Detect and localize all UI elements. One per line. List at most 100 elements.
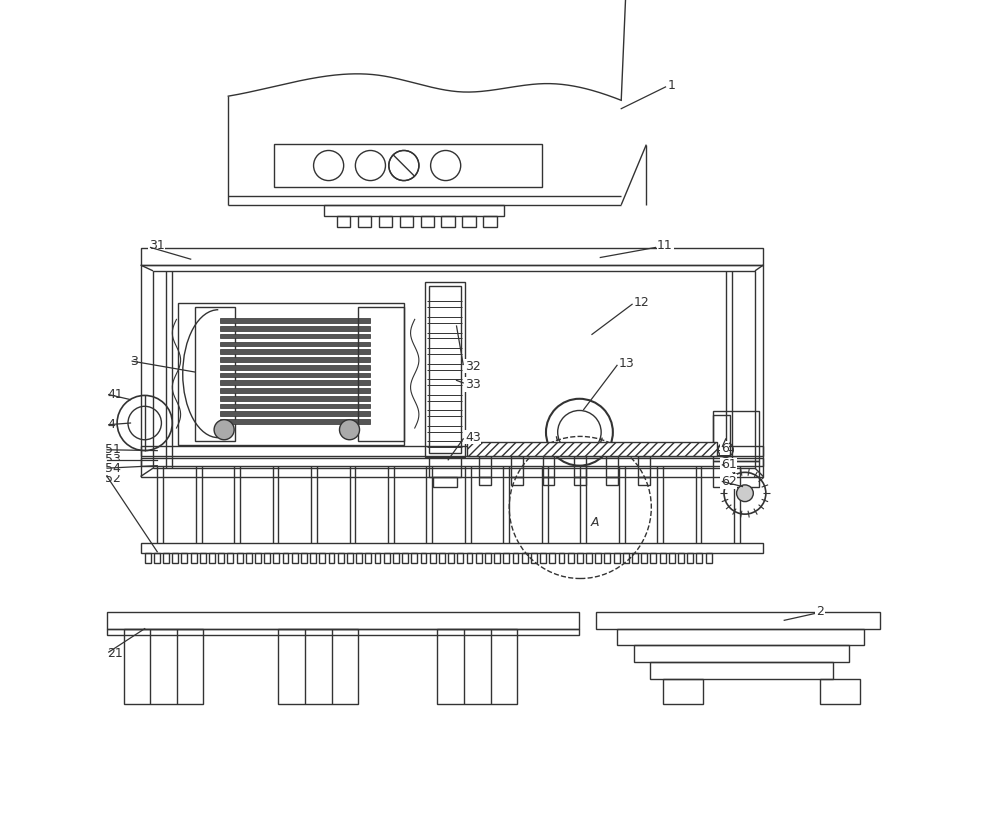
Bar [543, 456, 554, 477]
Bar [393, 553, 399, 563]
Bar [437, 629, 517, 704]
Text: 32: 32 [465, 359, 481, 373]
Circle shape [737, 485, 753, 502]
Bar [596, 612, 880, 629]
Bar [549, 553, 555, 563]
Bar [220, 411, 370, 416]
Bar [586, 553, 592, 563]
Bar [329, 553, 334, 563]
Bar [356, 553, 362, 563]
Bar [220, 319, 370, 323]
Bar [429, 286, 461, 453]
Text: 51: 51 [105, 443, 121, 456]
Bar [178, 303, 404, 445]
Bar [301, 553, 307, 563]
Bar [606, 456, 618, 477]
Text: 4: 4 [107, 418, 115, 431]
Text: 12: 12 [634, 296, 650, 309]
Bar [476, 553, 482, 563]
Bar [375, 553, 380, 563]
Bar [425, 282, 465, 457]
Text: 43: 43 [465, 431, 481, 444]
Bar [273, 553, 279, 563]
Text: 62: 62 [721, 475, 736, 488]
Bar [283, 553, 288, 563]
Bar [220, 373, 370, 377]
Bar [181, 553, 187, 563]
Text: 6: 6 [721, 441, 729, 455]
Bar [467, 553, 472, 563]
Bar [278, 629, 358, 704]
Bar [324, 205, 504, 216]
Bar [713, 415, 730, 455]
Bar [255, 553, 261, 563]
Text: A: A [590, 516, 599, 529]
Bar [433, 477, 457, 487]
Bar [274, 144, 542, 187]
Bar [713, 461, 759, 487]
Bar [713, 411, 759, 461]
Bar [638, 477, 650, 485]
Bar [195, 307, 235, 441]
Bar [820, 679, 860, 704]
Bar [604, 553, 610, 563]
Text: 61: 61 [721, 458, 736, 472]
Bar [634, 645, 849, 662]
Bar [511, 456, 523, 477]
Bar [706, 553, 712, 563]
Bar [220, 388, 370, 393]
Bar [411, 553, 417, 563]
Bar [209, 553, 215, 563]
Text: 52: 52 [105, 472, 121, 485]
Bar [448, 553, 454, 563]
Bar [400, 216, 413, 227]
Bar [200, 553, 206, 563]
Bar [338, 553, 344, 563]
Text: 41: 41 [107, 388, 123, 401]
Bar [220, 326, 370, 331]
Bar [540, 553, 546, 563]
Bar [479, 456, 491, 477]
Bar [577, 553, 583, 563]
Bar [153, 271, 755, 468]
Bar [543, 477, 554, 485]
Bar [483, 216, 497, 227]
Bar [568, 553, 574, 563]
Bar [614, 553, 620, 563]
Bar [687, 553, 693, 563]
Bar [310, 553, 316, 563]
Bar [429, 457, 461, 477]
Bar [107, 612, 579, 629]
Bar [457, 553, 463, 563]
Bar [145, 553, 151, 563]
Text: 3: 3 [130, 354, 138, 368]
Bar [237, 553, 243, 563]
Bar [141, 543, 763, 553]
Bar [218, 553, 224, 563]
Text: 1: 1 [667, 79, 675, 92]
Bar [163, 553, 169, 563]
Bar [638, 456, 650, 477]
Bar [696, 553, 702, 563]
Bar [650, 553, 656, 563]
Bar [513, 553, 518, 563]
Bar [617, 629, 864, 645]
Bar [441, 216, 455, 227]
Bar [292, 553, 298, 563]
Bar [358, 307, 404, 441]
Bar [485, 553, 491, 563]
Bar [141, 446, 763, 456]
Text: 13: 13 [619, 357, 634, 370]
Bar [220, 357, 370, 362]
Bar [479, 477, 491, 485]
Bar [503, 553, 509, 563]
Bar [574, 456, 586, 477]
Bar [264, 553, 270, 563]
Bar [467, 442, 717, 456]
Bar [660, 553, 666, 563]
Bar [141, 248, 763, 265]
Bar [669, 553, 675, 563]
Circle shape [339, 420, 360, 440]
Bar [559, 553, 564, 563]
Bar [191, 553, 197, 563]
